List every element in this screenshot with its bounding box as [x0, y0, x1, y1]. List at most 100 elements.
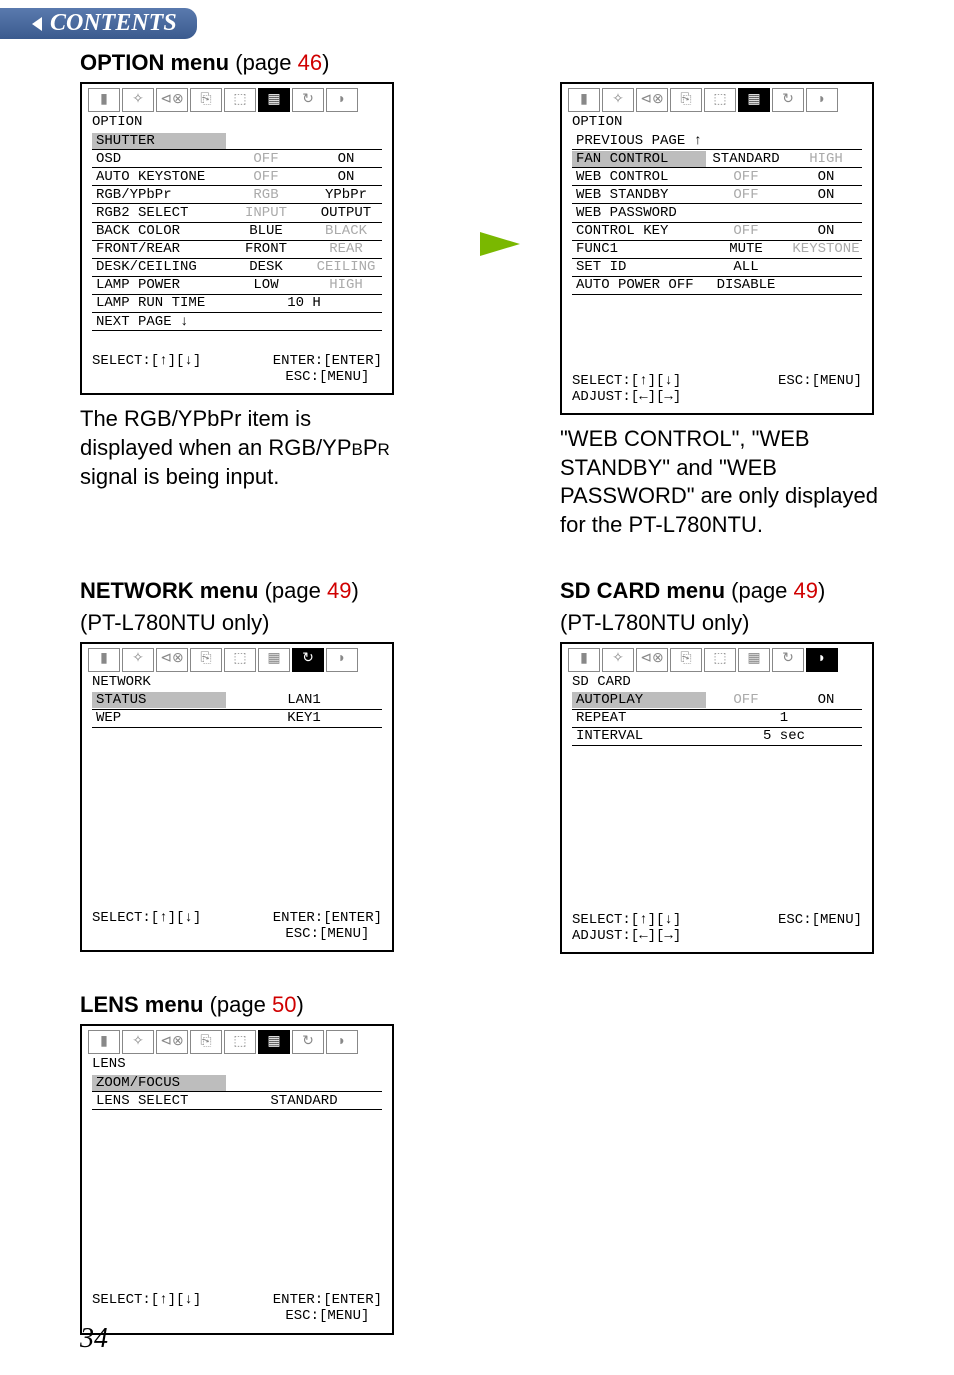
menu-name: LENS: [82, 1056, 392, 1074]
row-label: DESK/CEILING: [92, 259, 226, 275]
menu-tab-icon: ↻: [772, 648, 804, 672]
row-value-1: [706, 205, 786, 221]
row-label: WEP: [92, 710, 226, 726]
row-value-2: ON: [786, 187, 866, 203]
menu-row: NEXT PAGE ↓: [92, 313, 382, 331]
menu-row: AUTO KEYSTONEOFFON: [92, 168, 382, 186]
row-value-2: HIGH: [306, 277, 386, 293]
menu-tab-icon: ✧: [122, 1030, 154, 1054]
menu-row: PREVIOUS PAGE ↑: [572, 132, 862, 150]
menu-tab-icon: ↻: [292, 648, 324, 672]
row-label: STATUS: [92, 692, 226, 708]
menu-row: FRONT/REARFRONTREAR: [92, 241, 382, 259]
network-title: NETWORK menu (page 49): [80, 578, 400, 604]
row-label: ZOOM/FOCUS: [92, 1075, 226, 1091]
menu-row: INTERVAL5 sec: [572, 728, 862, 746]
row-value-2: CEILING: [306, 259, 386, 275]
menu-tab-icon: ⊲⊗: [156, 1030, 188, 1054]
contents-tab[interactable]: CONTENTS: [0, 8, 197, 39]
menu-tab-icon: ⬚: [224, 648, 256, 672]
menu-tab-icon: ✧: [122, 648, 154, 672]
row-label: WEB PASSWORD: [572, 205, 706, 221]
menu-icon-strip: ▮✧⊲⊗⎘⬚▦↻◗: [562, 84, 872, 114]
network-sub: (PT-L780NTU only): [80, 610, 400, 636]
row-label: AUTOPLAY: [572, 692, 706, 708]
menu-tab-icon: ⬚: [704, 648, 736, 672]
row-value: STANDARD: [226, 1093, 382, 1109]
row-value-2: [786, 259, 866, 275]
row-value-2: REAR: [306, 241, 386, 257]
page-number: 34: [80, 1323, 108, 1355]
row-value-1: DESK: [226, 259, 306, 275]
row-value: 10 H: [226, 295, 382, 311]
lens-menu: ▮✧⊲⊗⎘⬚▦↻◗LENSZOOM/FOCUSLENS SELECTSTANDA…: [80, 1024, 394, 1334]
row-value-2: YPbPr: [306, 187, 386, 203]
menu-tab-icon: ⎘: [670, 88, 702, 112]
menu-row: AUTOPLAYOFFON: [572, 692, 862, 710]
row-value-1: DISABLE: [706, 277, 786, 293]
menu-icon-strip: ▮✧⊲⊗⎘⬚▦↻◗: [82, 644, 392, 674]
menu-footer: SELECT:[↑][↓]ADJUST:[←][→]ESC:[MENU]: [562, 904, 872, 952]
menu-footer: SELECT:[↑][↓]ENTER:[ENTER]ESC:[MENU]: [82, 1284, 392, 1332]
row-value-2: [786, 133, 866, 149]
row-label: FAN CONTROL: [572, 151, 706, 167]
row-label: WEB STANDBY: [572, 187, 706, 203]
menu-row: CONTROL KEYOFFON: [572, 223, 862, 241]
menu-tab-icon: ◗: [806, 88, 838, 112]
lens-title: LENS menu (page 50): [80, 992, 874, 1018]
row-label: INTERVAL: [572, 728, 706, 744]
menu-row: LAMP POWERLOWHIGH: [92, 277, 382, 295]
back-triangle-icon: [30, 15, 44, 33]
row-value-2: OUTPUT: [306, 205, 386, 221]
menu-tab-icon: ▦: [258, 88, 290, 112]
row-value-1: [226, 133, 306, 149]
menu-row: REPEAT1: [572, 710, 862, 728]
row-value-1: BLUE: [226, 223, 306, 239]
option-title: OPTION menu (page 46): [80, 50, 874, 76]
row-value-1: OFF: [706, 169, 786, 185]
arrow-right-icon: [480, 232, 520, 256]
row-value-1: RGB: [226, 187, 306, 203]
menu-row: LAMP RUN TIME10 H: [92, 295, 382, 313]
row-label: LENS SELECT: [92, 1093, 226, 1109]
menu-tab-icon: ⬚: [224, 1030, 256, 1054]
row-label: LAMP RUN TIME: [92, 295, 226, 311]
menu-tab-icon: ▮: [88, 648, 120, 672]
menu-row: AUTO POWER OFFDISABLE: [572, 277, 862, 295]
row-value: 5 sec: [706, 728, 862, 744]
menu-footer: SELECT:[↑][↓]ENTER:[ENTER]ESC:[MENU]: [82, 345, 392, 393]
row-value-1: OFF: [226, 151, 306, 167]
row-value-1: INPUT: [226, 205, 306, 221]
menu-tab-icon: ↻: [292, 88, 324, 112]
sdcard-menu: ▮✧⊲⊗⎘⬚▦↻◗SD CARDAUTOPLAYOFFONREPEAT1INTE…: [560, 642, 874, 955]
menu-row: BACK COLORBLUEBLACK: [92, 223, 382, 241]
row-value: LAN1: [226, 692, 382, 708]
row-value-1: MUTE: [706, 241, 786, 257]
menu-tab-icon: ▮: [88, 1030, 120, 1054]
option-note-2: "WEB CONTROL", "WEB STANDBY" and "WEB PA…: [560, 425, 880, 539]
row-value-1: [226, 314, 306, 330]
row-label: REPEAT: [572, 710, 706, 726]
menu-tab-icon: ↻: [292, 1030, 324, 1054]
network-menu: ▮✧⊲⊗⎘⬚▦↻◗NETWORKSTATUSLAN1WEPKEY1SELECT:…: [80, 642, 394, 952]
menu-tab-icon: ⬚: [704, 88, 736, 112]
row-label: SHUTTER: [92, 133, 226, 149]
row-label: AUTO KEYSTONE: [92, 169, 226, 185]
row-value: 1: [706, 710, 862, 726]
row-value-2: ON: [306, 169, 386, 185]
menu-tab-icon: ▮: [568, 88, 600, 112]
row-label: OSD: [92, 151, 226, 167]
menu-icon-strip: ▮✧⊲⊗⎘⬚▦↻◗: [82, 84, 392, 114]
row-value-1: LOW: [226, 277, 306, 293]
menu-tab-icon: ◗: [326, 1030, 358, 1054]
row-label: SET ID: [572, 259, 706, 275]
row-value-1: OFF: [226, 169, 306, 185]
option-menu-1: ▮✧⊲⊗⎘⬚▦↻◗OPTIONSHUTTEROSDOFFONAUTO KEYST…: [80, 82, 394, 395]
menu-tab-icon: ▦: [258, 1030, 290, 1054]
menu-icon-strip: ▮✧⊲⊗⎘⬚▦↻◗: [562, 644, 872, 674]
menu-tab-icon: ◗: [806, 648, 838, 672]
menu-tab-icon: ⊲⊗: [156, 88, 188, 112]
menu-row: ZOOM/FOCUS: [92, 1074, 382, 1092]
menu-footer: SELECT:[↑][↓]ENTER:[ENTER]ESC:[MENU]: [82, 902, 392, 950]
menu-tab-icon: ↻: [772, 88, 804, 112]
